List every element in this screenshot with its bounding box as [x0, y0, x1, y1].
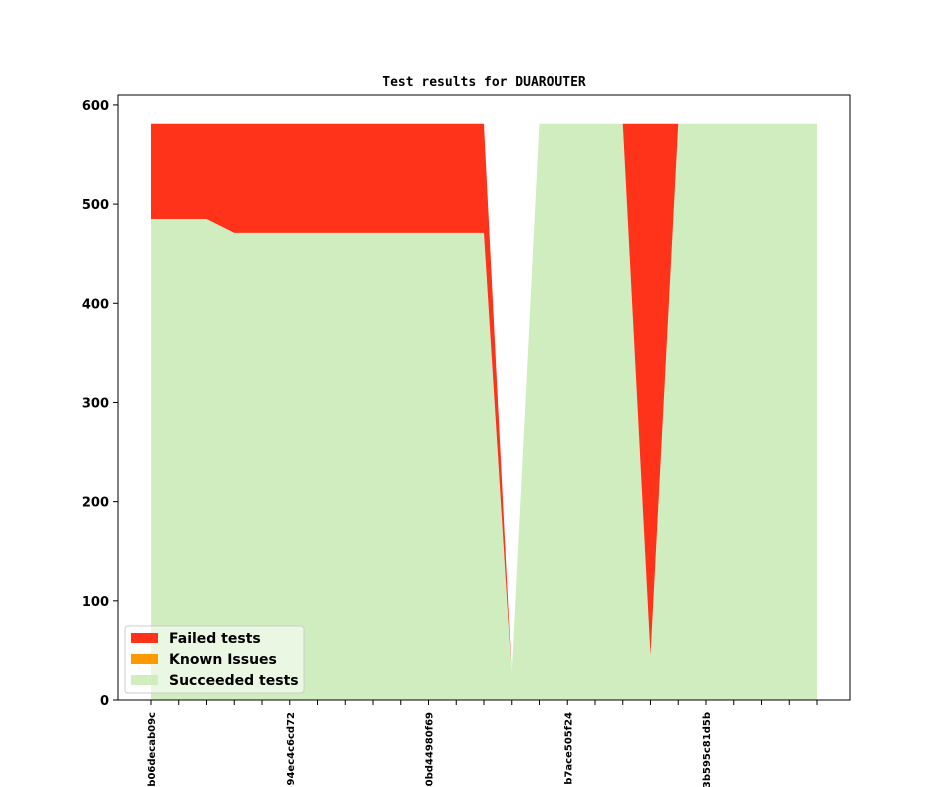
legend-swatch: [131, 654, 158, 664]
x-axis: b06decab09c 94ec4c6cd72 0bd44980f69 b7ace50…: [147, 700, 818, 787]
plot-area: [151, 123, 817, 700]
legend-swatch: [131, 675, 158, 685]
legend-swatch: [131, 633, 158, 643]
chart-legend: Failed tests Known Issues Succeeded tests: [124, 625, 305, 694]
chart-title: Test results for DUAROUTER: [382, 75, 586, 90]
y-axis: 0 100 200 300 400 500 600: [82, 99, 118, 709]
area-series-succeeded-tests: [151, 123, 817, 700]
legend-box: [124, 625, 305, 694]
y-tick-label: 200: [82, 496, 109, 511]
x-tick-label: 94ec4c6cd72: [286, 712, 297, 786]
y-tick-label: 500: [82, 198, 109, 213]
legend-label: Failed tests: [169, 631, 261, 647]
legend-label: Known Issues: [169, 652, 277, 668]
y-tick-label: 100: [82, 595, 109, 610]
y-tick-label: 300: [82, 396, 109, 411]
x-tick-label: b7ace505f24: [563, 712, 574, 785]
x-tick-label: 0bd44980f69: [425, 712, 436, 786]
legend-label: Succeeded tests: [169, 673, 299, 689]
plot-frame: [117, 94, 851, 701]
y-tick-label: 0: [100, 694, 109, 709]
y-tick-label: 600: [82, 99, 109, 114]
x-tick-label: b06decab09c: [147, 712, 158, 787]
y-tick-label: 400: [82, 297, 109, 312]
x-tick-label: 3b595c81d5b: [702, 712, 713, 787]
area-series-failed-tests: [151, 123, 817, 673]
